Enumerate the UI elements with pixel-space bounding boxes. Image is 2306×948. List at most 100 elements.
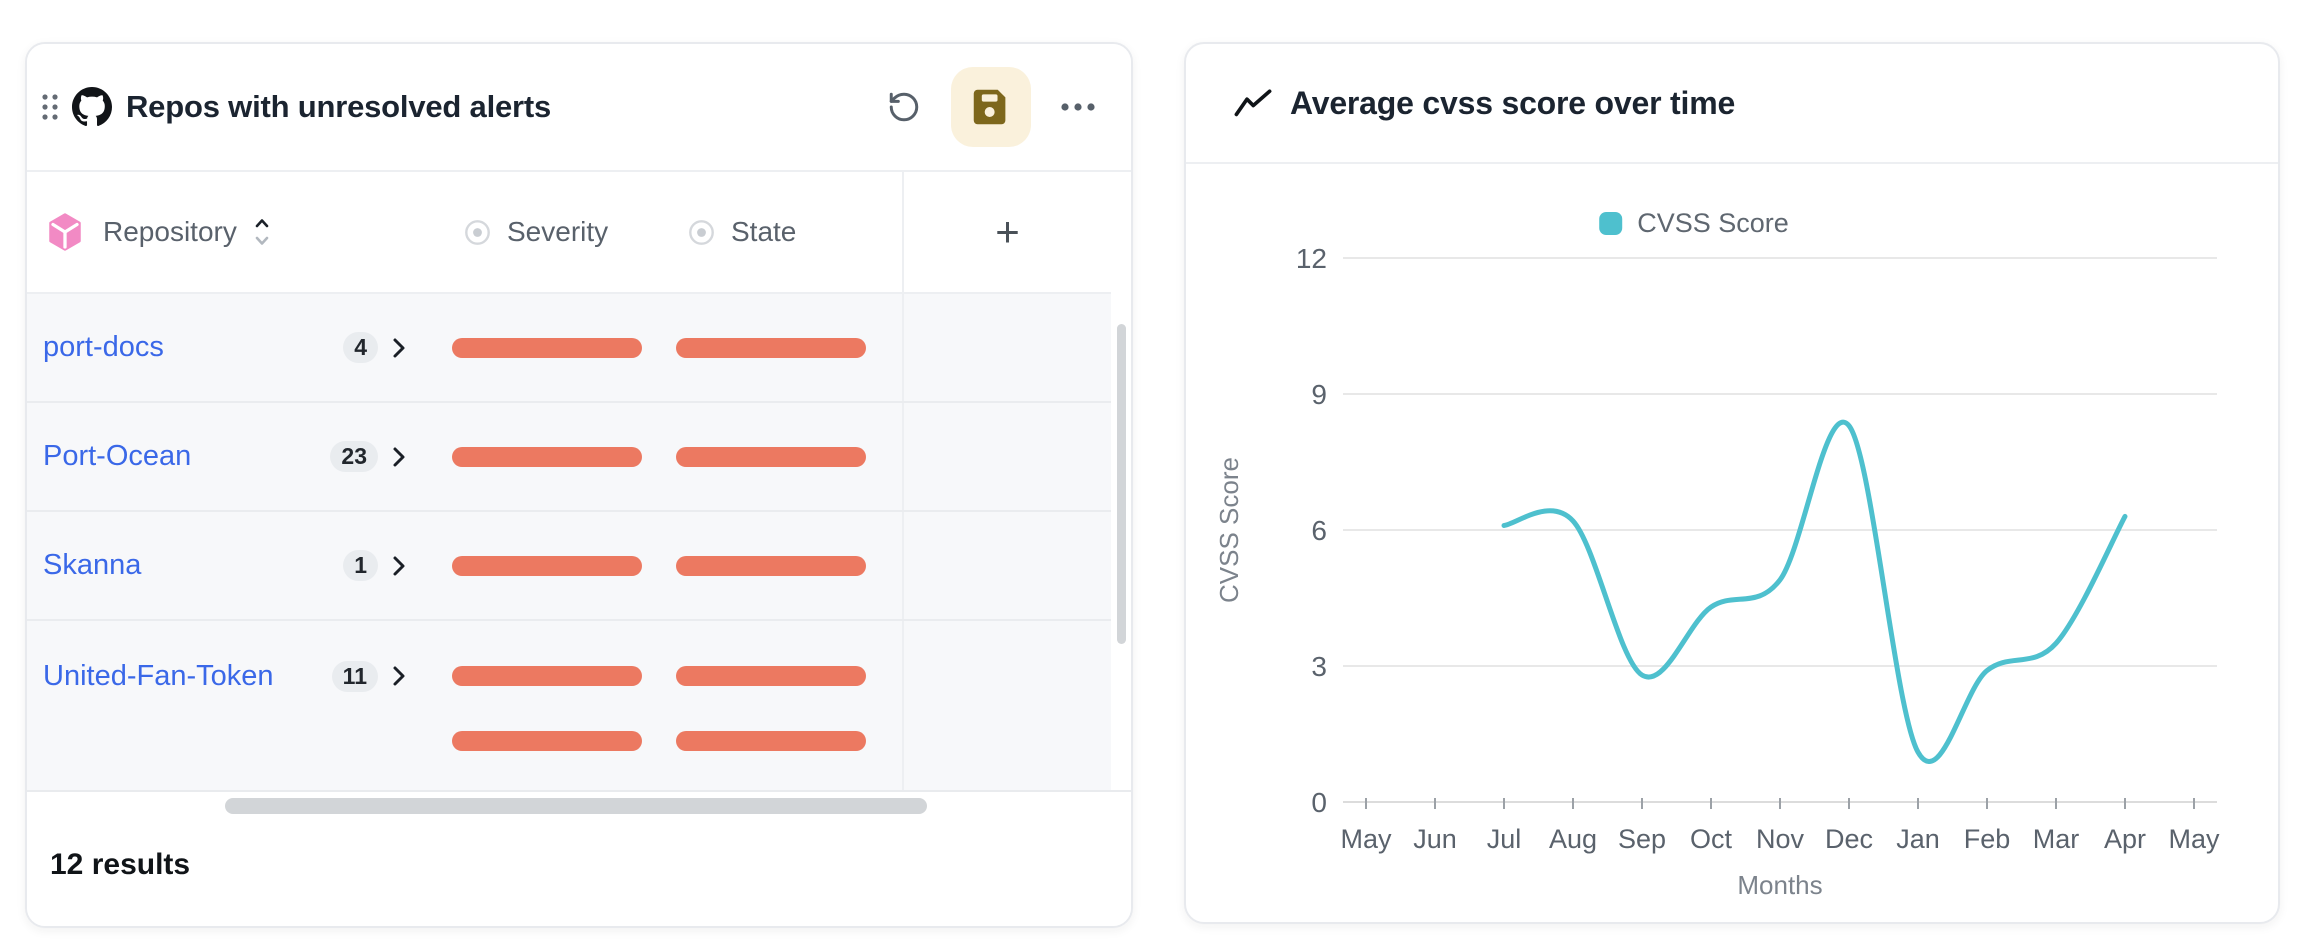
table-header: Repository Severity [27,172,1111,294]
column-header-severity[interactable]: Severity [452,216,676,248]
x-tick-label: Jul [1487,824,1522,854]
redacted-severity-bar [452,446,642,467]
cvss-score-line [1501,419,2128,764]
more-options-button[interactable] [1059,101,1097,113]
sort-icon[interactable] [253,215,271,249]
empty-cell [902,621,1111,731]
rotate-ccw-icon [887,90,921,124]
redacted-state-bar [676,666,866,686]
x-tick-label: Jan [1896,824,1940,854]
state-cell [676,731,902,751]
widget-title: Average cvss score over time [1290,84,1736,121]
repository-cell: Port-Ocean 23 [27,440,452,473]
x-tick-label: Mar [2033,824,2080,854]
empty-cell [902,403,1111,510]
severity-cell [452,666,676,686]
column-label: State [731,216,797,247]
x-tick-label: Dec [1825,824,1873,854]
horizontal-scrollbar[interactable] [225,798,927,814]
redacted-state-bar [676,731,866,751]
x-tick-label: Feb [1964,824,2011,854]
y-axis-title: CVSS Score [1214,457,1244,603]
x-tick-label: Aug [1549,824,1597,854]
y-tick-label: 6 [1311,515,1327,546]
circle-dot-icon [688,219,715,246]
widget-title: Repos with unresolved alerts [126,89,552,124]
x-tick-label: Apr [2104,824,2146,854]
ellipsis-icon [1059,101,1097,113]
table-body: port-docs 4 Port-Ocean 23 Skanna 1 United-Fan-… [27,294,1131,790]
empty-cell [902,294,1111,401]
trend-line-icon [1234,88,1272,118]
chevron-right-icon[interactable] [388,335,410,361]
state-cell [676,446,902,467]
drag-handle-icon[interactable] [40,91,60,123]
save-button[interactable] [951,67,1031,147]
state-cell [676,555,902,576]
repo-link[interactable]: Port-Ocean [43,440,192,472]
x-tick-label: Nov [1756,824,1805,854]
table-row[interactable]: Port-Ocean 23 [27,403,1111,512]
redacted-state-bar [676,555,866,576]
table-row[interactable]: Skanna 1 [27,512,1111,621]
redacted-severity-bar [452,555,642,576]
severity-cell [452,337,676,358]
column-label: Repository [103,216,237,247]
severity-cell [452,555,676,576]
column-label: Severity [507,216,609,247]
empty-cell [902,512,1111,619]
state-cell [676,337,902,358]
redacted-severity-bar [452,666,642,686]
x-tick-label: May [2168,824,2220,854]
legend-label: CVSS Score [1637,208,1789,238]
plus-icon: + [995,208,1020,255]
results-count: 12 results [50,848,191,881]
x-tick-label: Sep [1618,824,1666,854]
alert-count-badge: 4 [343,332,378,363]
repo-link[interactable]: port-docs [43,331,164,363]
chevron-right-icon[interactable] [388,663,410,689]
chevron-right-icon[interactable] [388,553,410,579]
repo-link[interactable]: United-Fan-Token [43,659,274,692]
empty-cell [902,731,1111,790]
repository-cell: Skanna 1 [27,549,452,582]
column-header-state[interactable]: State [676,216,902,248]
vertical-scrollbar[interactable] [1117,324,1126,644]
alert-count-badge: 23 [330,441,378,472]
table-row[interactable]: United-Fan-Token 11 [27,621,1111,731]
state-cell [676,666,902,686]
chevron-right-icon[interactable] [388,444,410,470]
table-row-partial[interactable] [27,731,1111,790]
x-axis-title: Months [1737,870,1822,900]
github-icon [72,87,112,127]
widget-header: Average cvss score over time [1186,44,2278,164]
repository-cell: United-Fan-Token 11 [27,660,452,693]
redacted-severity-bar [452,337,642,358]
legend-swatch [1599,212,1623,235]
column-header-repository[interactable]: Repository [27,212,452,252]
redacted-severity-bar [452,731,642,751]
repository-cell: port-docs 4 [27,331,452,364]
widget-header: Repos with unresolved alerts [27,44,1131,172]
add-column-button[interactable]: + [902,172,1111,292]
x-tick-label: Oct [1690,824,1733,854]
table-row[interactable]: port-docs 4 [27,294,1111,403]
x-tick-label: Jun [1413,824,1457,854]
cvss-chart-widget: Average cvss score over time CVSS Score … [1184,42,2280,924]
legend-item[interactable]: CVSS Score [1599,208,1789,239]
y-tick-label: 12 [1296,243,1327,274]
redacted-state-bar [676,337,866,358]
line-chart: 12 9 6 3 0 May Jun Jul Aug Sep Oct Nov Dec Jan Feb Mar A… [1214,243,2220,900]
widget-footer: 12 results [27,790,1131,926]
severity-cell [452,446,676,467]
y-tick-label: 0 [1311,787,1327,818]
circle-dot-icon [464,219,491,246]
severity-cell [452,731,676,751]
repos-widget: Repos with unresolved alerts [25,42,1133,928]
undo-button[interactable] [887,90,921,124]
repo-link[interactable]: Skanna [43,549,142,581]
y-tick-label: 3 [1311,651,1327,682]
y-tick-label: 9 [1311,379,1327,410]
floppy-disk-icon [968,84,1014,130]
redacted-state-bar [676,446,866,467]
